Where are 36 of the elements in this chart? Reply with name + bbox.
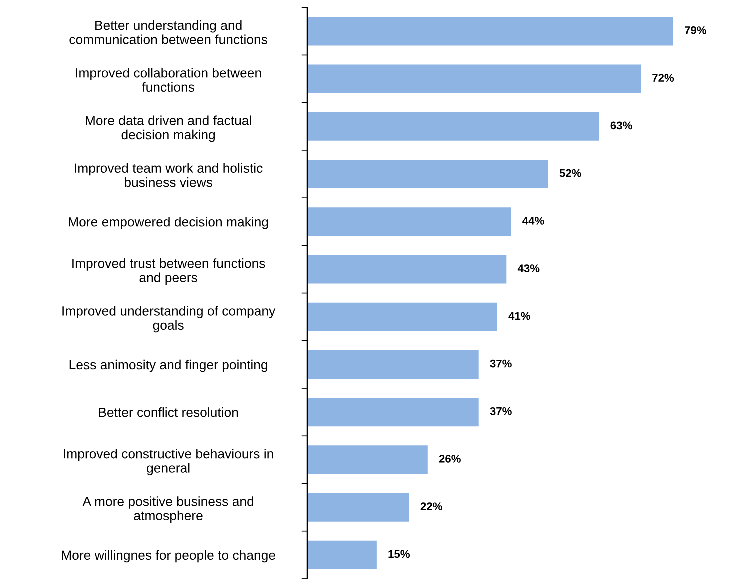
data-label: 26% [439, 455, 461, 463]
y-tick-label: Less animosity and finger pointing [70, 360, 268, 372]
bar [307, 540, 377, 570]
y-tick-label: Improved collaboration between functions [76, 68, 262, 92]
data-label: 41% [508, 312, 530, 320]
data-label: 22% [420, 502, 442, 511]
y-tick-label: A more positive business and atmosphere [82, 496, 254, 524]
data-label: 15% [388, 550, 410, 558]
y-tick-label: Better understanding and communication between functions [70, 20, 268, 44]
y-tick-label: More empowered decision making [69, 217, 268, 230]
bar [307, 112, 600, 141]
data-label: 44% [522, 217, 544, 225]
data-label: 37% [490, 407, 512, 416]
data-label: 37% [490, 360, 512, 368]
bar [307, 255, 507, 284]
bar [307, 64, 642, 94]
data-label: 43% [518, 264, 540, 272]
data-label: 52% [560, 169, 582, 178]
y-tick-label: Improved understanding of company goals [62, 306, 276, 333]
y-tick-label: Improved team work and holistic business views [75, 163, 263, 188]
data-label: 79% [685, 26, 706, 34]
bar [307, 17, 674, 46]
y-tick-label: More willingnes for people to change [62, 550, 276, 563]
bar [307, 446, 428, 474]
y-tick-label: More data driven and factual decision making [86, 116, 252, 142]
bar [307, 302, 498, 332]
y-tick-label: Better conflict resolution [99, 408, 238, 418]
y-tick-label: Improved trust between functions and peers [72, 258, 266, 286]
bar [307, 493, 410, 522]
bar [307, 350, 479, 379]
data-label: 72% [652, 74, 674, 82]
y-tick-label: Improved constructive behaviours in general [64, 449, 274, 476]
bar [307, 160, 548, 189]
bar [307, 208, 512, 236]
data-label: 63% [610, 122, 632, 130]
bar [307, 398, 479, 427]
